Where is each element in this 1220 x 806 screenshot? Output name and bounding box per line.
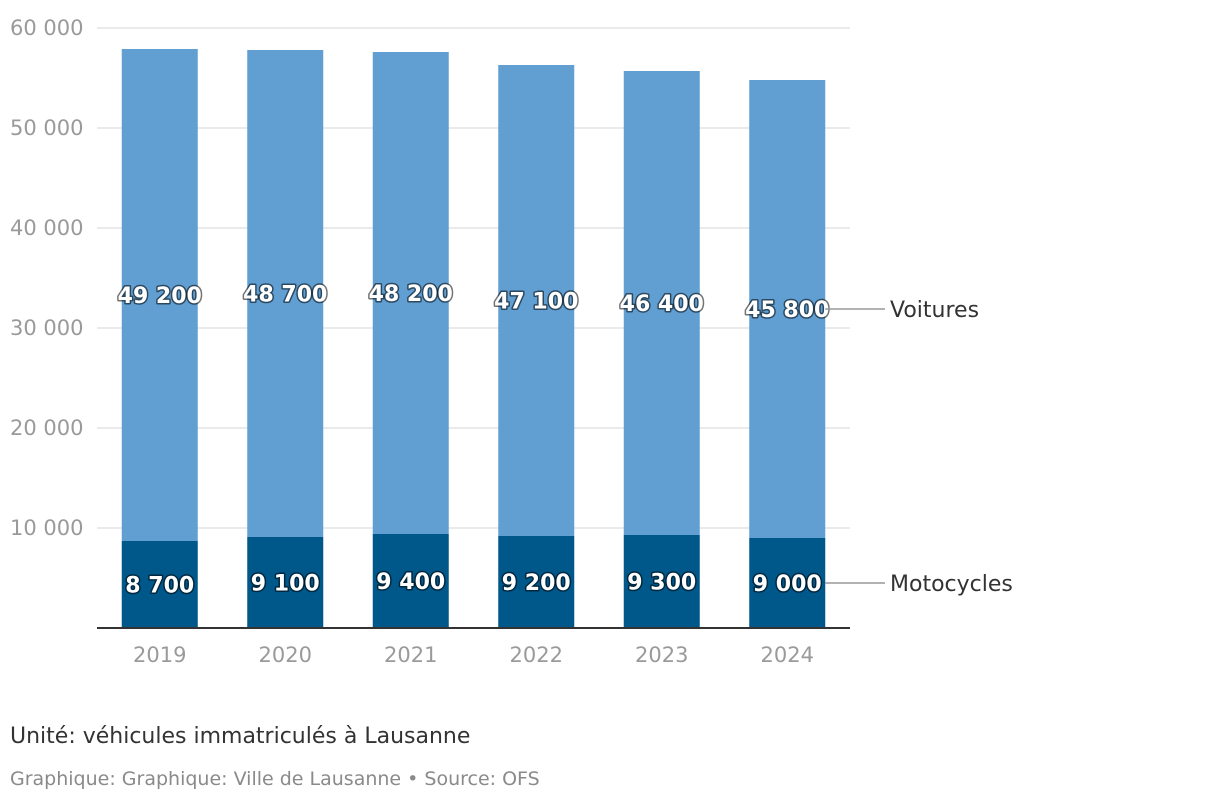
bar-value-label: 8 700	[125, 574, 194, 599]
bar-value-label: 9 200	[502, 571, 571, 596]
stacked-bar-chart: 10 000 20 000 30 000 40 000 50 000 60 000 8 7…	[10, 16, 1013, 667]
bar-voitures	[372, 52, 449, 534]
x-axis-ticks: 2019 2020 2021 2022 2023 2024	[133, 643, 814, 667]
series-label-voitures: Voitures	[890, 298, 979, 323]
bar-motocycles	[623, 535, 700, 628]
series-label-motocycles: Motocycles	[890, 572, 1013, 597]
bar-voitures	[247, 50, 324, 537]
series-labels: Motocycles Voitures	[825, 298, 1013, 597]
bar-motocycles	[121, 541, 198, 628]
bar-value-label: 9 100	[251, 572, 320, 597]
bar-labels: 8 700 49 200 9 100 48 700 9 400 48 200 9 200 47…	[116, 281, 831, 601]
x-tick-label: 2023	[635, 643, 688, 667]
y-tick-label: 30 000	[10, 316, 83, 340]
y-tick-label: 50 000	[10, 116, 83, 140]
bar-voitures	[623, 71, 700, 535]
bar-value-label: 46 400	[620, 292, 704, 317]
gridlines	[97, 27, 850, 529]
bar-motocycles	[498, 536, 575, 628]
bar-value-label: 45 800	[745, 298, 829, 323]
footer-unit-note: Unité: véhicules immatriculés à Lausanne	[10, 724, 471, 749]
bar-voitures	[121, 49, 198, 541]
bar-value-label: 9 400	[376, 570, 445, 595]
bar-voitures	[498, 65, 575, 536]
bar-value-label: 48 200	[369, 282, 453, 307]
y-tick-label: 60 000	[10, 16, 83, 40]
bar-motocycles	[247, 537, 324, 628]
bar-motocycles	[372, 534, 449, 628]
bar-value-label: 9 300	[627, 571, 696, 596]
bar-value-label: 48 700	[243, 283, 327, 308]
bar-value-label: 49 200	[118, 284, 202, 309]
x-tick-label: 2024	[761, 643, 814, 667]
x-tick-label: 2022	[510, 643, 563, 667]
x-tick-label: 2019	[133, 643, 186, 667]
y-tick-label: 20 000	[10, 416, 83, 440]
bar-motocycles	[749, 538, 826, 628]
bar-value-label: 47 100	[494, 290, 578, 315]
bar-voitures	[749, 80, 826, 538]
bar-value-label: 9 000	[753, 572, 822, 597]
footer-source-note: Graphique: Graphique: Ville de Lausanne …	[10, 768, 540, 790]
bars	[121, 49, 826, 628]
y-tick-label: 10 000	[10, 516, 83, 540]
y-tick-label: 40 000	[10, 216, 83, 240]
x-tick-label: 2020	[259, 643, 312, 667]
x-tick-label: 2021	[384, 643, 437, 667]
y-axis-ticks: 10 000 20 000 30 000 40 000 50 000 60 000	[10, 16, 83, 540]
